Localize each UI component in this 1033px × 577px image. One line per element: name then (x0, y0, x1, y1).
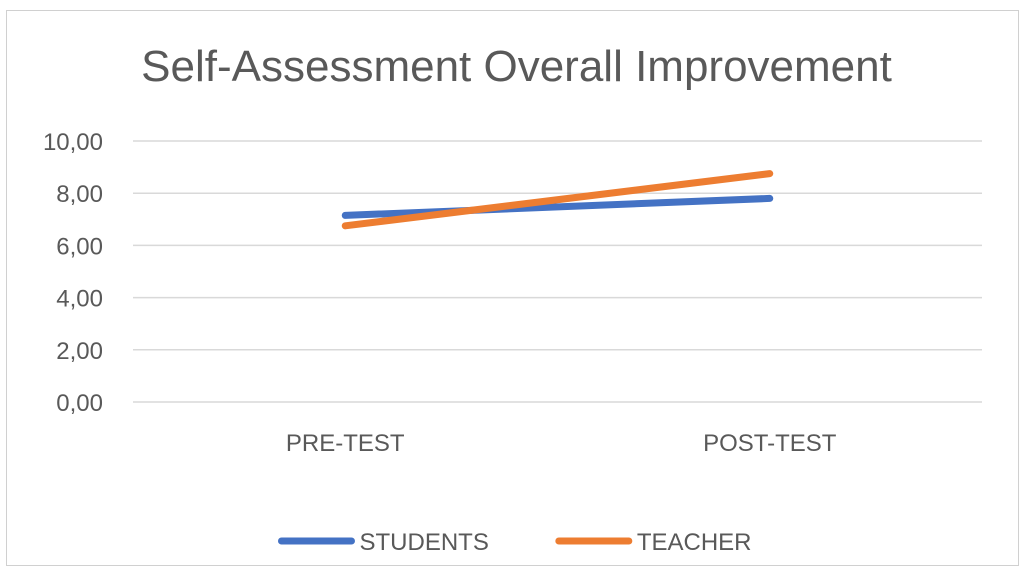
y-tick-label: 2,00 (56, 338, 103, 365)
legend: STUDENTS TEACHER (277, 529, 752, 556)
y-tick-label: 0,00 (56, 390, 103, 417)
series-line-teacher (341, 170, 774, 230)
y-tick-label: 4,00 (56, 286, 103, 313)
x-axis-category-labels: PRE-TEST POST-TEST (286, 430, 837, 457)
legend-label: STUDENTS (359, 529, 488, 556)
legend-label: TEACHER (637, 529, 752, 556)
chart-frame (6, 10, 1019, 566)
y-tick-label: 10,00 (43, 129, 103, 156)
y-tick-label: 6,00 (56, 233, 103, 260)
series-line-students (341, 194, 774, 219)
series-lines (341, 170, 774, 230)
x-category-label: PRE-TEST (286, 430, 405, 457)
y-axis-tick-labels: 0,00 2,00 4,00 6,00 8,00 10,00 (43, 129, 103, 417)
y-tick-label: 8,00 (56, 181, 103, 208)
legend-item-students: STUDENTS (277, 529, 489, 556)
legend-item-teacher: TEACHER (555, 529, 752, 556)
x-category-label: POST-TEST (703, 430, 837, 457)
gridlines (133, 140, 982, 403)
chart-title: Self-Assessment Overall Improvement (141, 42, 892, 91)
